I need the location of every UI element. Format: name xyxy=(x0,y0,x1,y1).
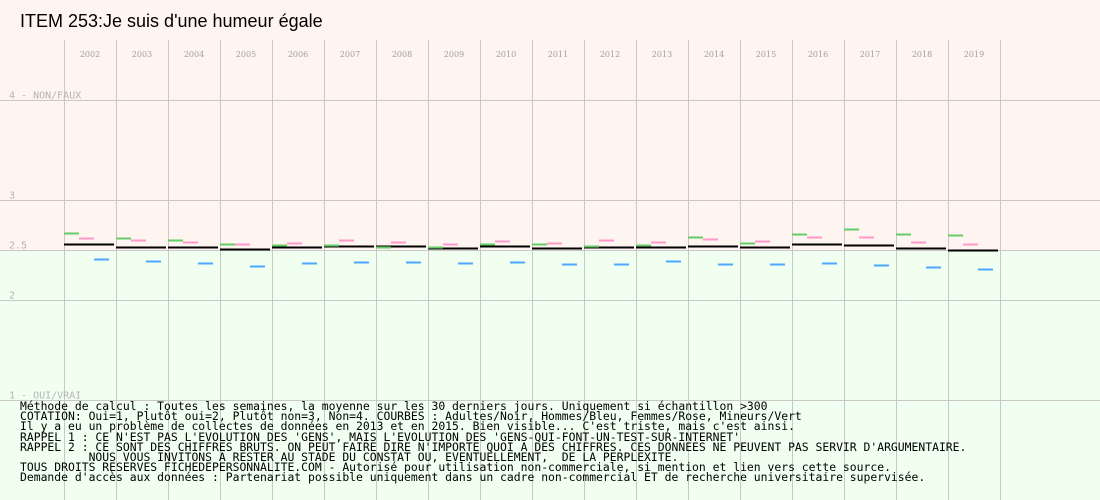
x-tick-label: 2005 xyxy=(236,50,256,59)
x-tick-label: 2007 xyxy=(340,50,360,59)
note-line: RAPPEL 2 : CE SONT DES CHIFFRES BRUTS. O… xyxy=(20,439,967,454)
x-tick-label: 2013 xyxy=(652,50,672,59)
x-tick-label: 2019 xyxy=(964,50,984,59)
x-tick-label: 2008 xyxy=(392,50,412,59)
footnotes: Méthode de calcul : Toutes les semaines,… xyxy=(20,399,1095,485)
y-tick-label: 2 xyxy=(9,291,15,302)
x-tick-label: 2012 xyxy=(600,50,620,59)
x-tick-label: 2018 xyxy=(912,50,932,59)
x-tick-label: 2003 xyxy=(132,50,152,59)
y-tick-label: 3 xyxy=(9,191,15,202)
chart-title: ITEM 253:Je suis d'une humeur égale xyxy=(20,11,323,31)
background-band xyxy=(0,0,1100,250)
x-tick-label: 2009 xyxy=(444,50,464,59)
note-line: COTATION: Oui=1, Plutôt oui=2, Plutôt no… xyxy=(20,409,802,424)
x-tick-label: 2016 xyxy=(808,50,828,59)
x-tick-label: 2004 xyxy=(184,50,204,59)
y-tick-label: 1 - OUI/VRAI xyxy=(9,391,81,402)
note-line: RAPPEL 1 : CE N'EST PAS L'EVOLUTION DES … xyxy=(20,429,741,444)
x-tick-label: 2017 xyxy=(860,50,880,59)
x-tick-label: 2010 xyxy=(496,50,516,59)
x-tick-label: 2002 xyxy=(80,50,100,59)
background-band xyxy=(0,250,1100,500)
y-tick-label: 4 - NON/FAUX xyxy=(9,91,81,102)
note-line: Demande d'accès aux données : Partenaria… xyxy=(20,470,926,485)
x-tick-label: 2015 xyxy=(756,50,776,59)
note-line: Il y a eu un problème de collectes de do… xyxy=(20,419,795,434)
note-line: TOUS DROITS RESERVES FICHEDEPERSONNALITE… xyxy=(20,460,891,475)
x-tick-label: 2006 xyxy=(288,50,308,59)
x-tick-label: 2014 xyxy=(704,50,724,59)
y-tick-label: 2.5 xyxy=(9,241,27,252)
note-line: NOUS VOUS INVITONS A RESTER AU STADE DU … xyxy=(20,450,679,465)
x-tick-label: 2011 xyxy=(548,50,568,59)
note-line: Méthode de calcul : Toutes les semaines,… xyxy=(20,399,768,413)
